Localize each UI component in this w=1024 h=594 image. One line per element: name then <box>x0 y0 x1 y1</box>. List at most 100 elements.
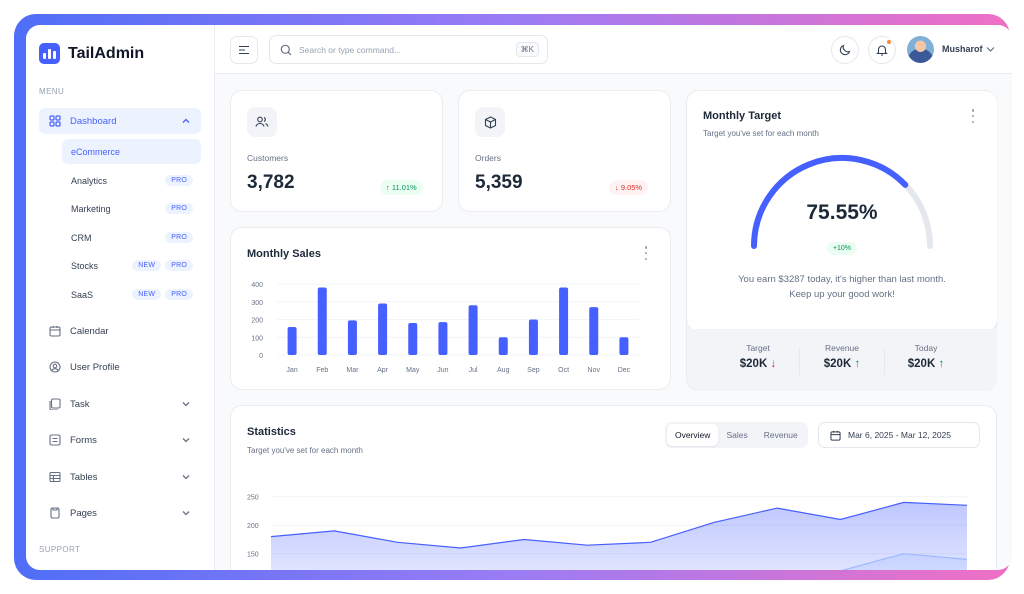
avatar[interactable] <box>907 36 934 63</box>
monthly-sales-chart: 0 100 200 300 400 Jan Feb Mar Apr May Jun Jul Aug Sep… <box>251 282 639 374</box>
sidebar-item-user-profile[interactable]: User Profile <box>39 354 201 380</box>
y-tick-label: 100 <box>251 335 263 342</box>
customers-value: 3,782 <box>247 172 295 193</box>
table-icon <box>48 471 61 484</box>
more-options-icon[interactable] <box>643 246 649 260</box>
logo-icon <box>39 43 60 64</box>
series-line <box>841 553 968 570</box>
chevron-down-icon[interactable] <box>986 46 995 53</box>
date-range-text: Mar 6, 2025 - Mar 12, 2025 <box>848 430 952 440</box>
chevron-down-icon <box>182 402 190 407</box>
gauge-progress <box>751 155 909 249</box>
more-options-icon[interactable] <box>970 109 976 123</box>
x-tick-label: Mar <box>346 367 359 374</box>
app-window: TailAdmin MENU Dashboard eCommerce Analy… <box>26 25 1012 570</box>
pro-badge: PRO <box>165 260 193 271</box>
notification-dot <box>886 39 892 45</box>
sidebar-subitem-label: Analytics <box>71 175 108 186</box>
notification-button[interactable] <box>868 36 896 64</box>
target-delta-badge: +10% <box>826 242 858 255</box>
brand-name: TailAdmin <box>68 44 145 62</box>
orders-label: Orders <box>475 153 501 163</box>
y-tick-label: 150 <box>247 552 259 559</box>
y-tick-label: 200 <box>247 523 259 530</box>
bar <box>498 337 508 355</box>
customers-change-badge: ↑ 11.01% <box>380 180 423 195</box>
x-tick-label: Sep <box>527 367 540 374</box>
series-line <box>270 501 968 549</box>
revenue-stat-value: $20K <box>823 358 852 370</box>
pro-badge: PRO <box>165 175 193 186</box>
bar <box>438 322 448 355</box>
sidebar-item-label: Pages <box>70 507 97 519</box>
monthly-target-panel <box>687 91 997 331</box>
bar <box>468 305 478 355</box>
y-tick-label: 300 <box>251 300 263 307</box>
x-tick-label: Apr <box>377 367 389 374</box>
target-message-line1: You earn $3287 today, it's higher than l… <box>738 274 946 285</box>
x-tick-label: Jul <box>469 367 478 374</box>
sidebar-item-tables[interactable]: Tables <box>39 464 201 490</box>
task-icon <box>48 398 61 411</box>
sidebar-item-calendar[interactable]: Calendar <box>39 318 201 344</box>
chevron-down-icon <box>182 438 190 443</box>
tab-sales[interactable]: Sales <box>726 430 748 440</box>
sidebar-subitem-label: Stocks <box>71 260 99 271</box>
date-range-picker[interactable]: Mar 6, 2025 - Mar 12, 2025 <box>818 422 980 448</box>
brand-logo[interactable]: TailAdmin <box>39 43 144 64</box>
sidebar-subitem-marketing[interactable]: Marketing PRO <box>62 196 201 221</box>
support-caption: SUPPORT <box>39 545 81 554</box>
orders-change-badge: ↓ 9.05% <box>609 180 649 195</box>
sidebar-subitem-analytics[interactable]: Analytics PRO <box>62 168 201 193</box>
search-bar[interactable]: ⌘K <box>269 35 548 64</box>
sidebar-item-task[interactable]: Task <box>39 391 201 417</box>
sidebar-subitem-label: SaaS <box>71 289 94 300</box>
sidebar-item-forms[interactable]: Forms <box>39 427 201 453</box>
y-tick-label: 400 <box>251 282 263 289</box>
bar <box>378 303 388 355</box>
arrow-up-icon: ↑ <box>938 358 945 370</box>
bar <box>317 287 327 355</box>
monthly-sales-card: Monthly Sales 0 100 200 300 400 Jan Feb Mar Apr M… <box>230 227 671 390</box>
sidebar-item-pages[interactable]: Pages <box>39 500 201 526</box>
sidebar-item-dashboard[interactable]: Dashboard <box>39 108 201 134</box>
sidebar-subitem-label: CRM <box>71 232 92 243</box>
y-tick-label: 200 <box>251 318 263 325</box>
tab-revenue[interactable]: Revenue <box>763 430 798 440</box>
top-header: ⌘K Musharof <box>215 25 1012 74</box>
chevron-up-icon <box>182 118 190 123</box>
target-gauge <box>751 155 933 249</box>
tab-overview[interactable]: Overview <box>667 424 719 446</box>
x-tick-label: Dec <box>618 367 631 374</box>
users-icon <box>247 107 277 137</box>
moon-icon <box>839 44 851 56</box>
new-badge: NEW <box>132 260 162 271</box>
sidebar: TailAdmin MENU Dashboard eCommerce Analy… <box>26 25 215 570</box>
monthly-target-title: Monthly Target <box>703 110 782 122</box>
monthly-target-subtitle: Target you've set for each month <box>703 129 819 138</box>
today-stat-label: Today <box>914 343 938 353</box>
area-fill <box>843 553 967 570</box>
sidebar-subitem-saas[interactable]: SaaS NEW PRO <box>62 282 201 307</box>
arrow-down-icon: ↓ <box>770 358 777 370</box>
statistics-tabs: Overview Sales Revenue <box>665 422 808 448</box>
revenue-stat: Revenue $20K ↑ <box>802 343 882 370</box>
user-name[interactable]: Musharof <box>942 44 983 54</box>
theme-toggle-button[interactable] <box>831 36 859 64</box>
sidebar-toggle-button[interactable] <box>230 36 258 64</box>
target-stat-label: Target <box>746 343 770 353</box>
revenue-stat-label: Revenue <box>824 343 860 353</box>
orders-value: 5,359 <box>475 172 523 193</box>
sidebar-subitem-crm[interactable]: CRM PRO <box>62 225 201 250</box>
pro-badge: PRO <box>165 232 193 243</box>
monthly-sales-title: Monthly Sales <box>247 248 321 260</box>
sidebar-subitem-ecommerce[interactable]: eCommerce <box>62 139 201 164</box>
search-input[interactable] <box>299 44 499 55</box>
form-icon <box>48 434 61 447</box>
sidebar-subitem-label: eCommerce <box>71 146 121 157</box>
target-delta-wrap: +10% <box>687 237 997 255</box>
bell-icon <box>876 45 888 56</box>
y-tick-label: 250 <box>247 495 259 502</box>
sidebar-item-label: Task <box>70 398 90 410</box>
sidebar-subitem-stocks[interactable]: Stocks NEW PRO <box>62 253 201 278</box>
